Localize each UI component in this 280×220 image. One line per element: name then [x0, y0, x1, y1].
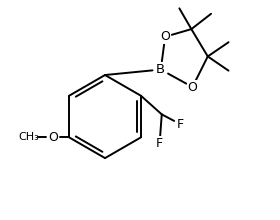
Text: O: O	[160, 30, 170, 43]
Text: B: B	[156, 63, 165, 76]
Text: CH₃: CH₃	[18, 132, 39, 142]
Text: F: F	[177, 118, 184, 131]
Text: O: O	[188, 81, 197, 94]
Text: O: O	[48, 131, 58, 144]
Text: F: F	[156, 137, 163, 150]
